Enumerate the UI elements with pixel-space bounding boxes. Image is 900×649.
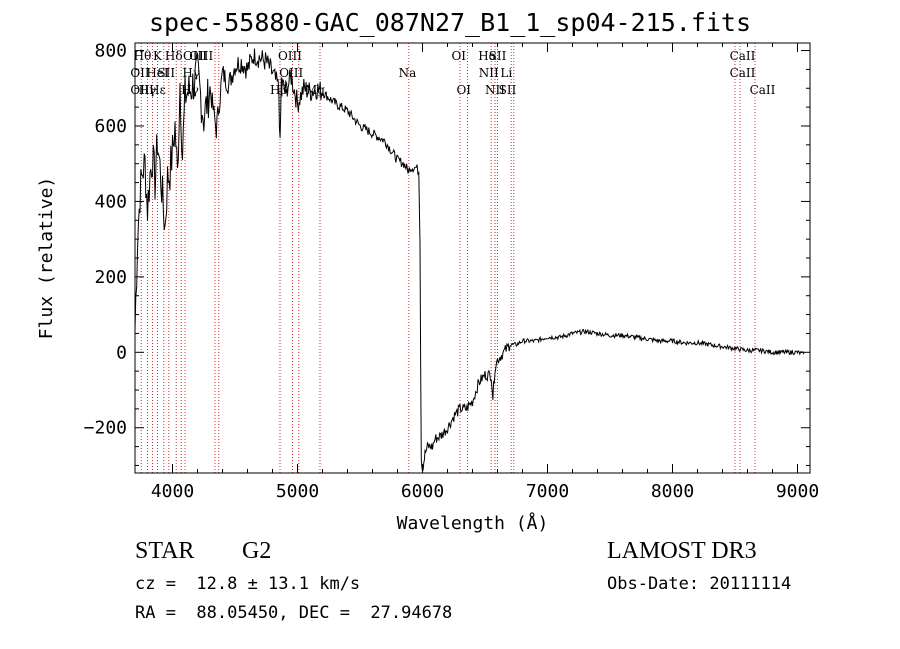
x-tick-label: 5000	[276, 481, 319, 502]
line-label: Mg	[305, 83, 325, 97]
line-label: Hα	[478, 49, 497, 63]
line-label: OIII	[279, 66, 303, 80]
line-label: OII	[130, 83, 150, 97]
y-tick-label: 800	[94, 41, 127, 62]
line-label: NII	[485, 83, 505, 97]
line-label: CaII	[730, 66, 756, 80]
line-label: Hθ	[134, 49, 152, 63]
line-label: CaII	[750, 83, 776, 97]
line-label: OI	[451, 49, 466, 63]
emission-line-markers	[140, 43, 756, 473]
x-axis-label: Wavelength (Å)	[397, 512, 549, 534]
axis-ticks: 4000 5000 6000 7000 8000 9000 −200 0 200 400 600 80…	[84, 41, 820, 502]
x-tick-label: 8000	[651, 481, 694, 502]
chart-title: spec-55880-GAC_087N27_B1_1_sp04-215.fits	[148, 8, 752, 37]
object-class: STAR	[135, 538, 195, 564]
y-tick-label: −200	[84, 418, 127, 439]
y-tick-label: 200	[94, 267, 127, 288]
line-label: Hε	[149, 83, 166, 97]
line-label: SII	[499, 83, 517, 97]
line-label: Na	[399, 66, 417, 80]
line-label: Hγ	[182, 66, 200, 80]
line-label: K	[153, 49, 163, 63]
y-tick-label: 0	[116, 342, 127, 363]
line-label: HeI	[146, 66, 169, 80]
observation-date: Obs-Date: 20111114	[607, 574, 792, 594]
x-tick-label: 6000	[401, 481, 444, 502]
x-tick-label: 7000	[526, 481, 569, 502]
line-label: Hγ	[181, 83, 199, 97]
line-label: OII	[130, 66, 150, 80]
line-label: OIII	[189, 49, 213, 63]
line-label: OI	[456, 83, 471, 97]
line-label: Hδ	[165, 49, 183, 63]
coordinates: RA = 88.05450, DEC = 27.94678	[135, 603, 453, 623]
x-tick-label: 9000	[776, 481, 819, 502]
spectrum-line	[134, 48, 805, 473]
line-label: OIII	[278, 49, 302, 63]
survey-name: LAMOST DR3	[607, 538, 757, 564]
line-label: Hγ	[139, 83, 157, 97]
y-tick-label: 400	[94, 191, 127, 212]
line-label: SII	[489, 49, 507, 63]
line-label: OIII	[183, 49, 207, 63]
line-label: Hβ	[270, 83, 287, 97]
redshift-info: cz = 12.8 ± 13.1 km/s	[135, 574, 361, 594]
x-tick-label: 4000	[151, 481, 194, 502]
plot-frame	[134, 42, 811, 474]
object-subclass: G2	[242, 538, 272, 564]
emission-line-labels: HθOIIOIIKHeIHγHδSIIHεOIIIHγHγOIIIHβOIIIO…	[130, 49, 775, 97]
line-label: SII	[157, 66, 175, 80]
line-label: NII	[479, 66, 499, 80]
y-tick-label: 600	[94, 116, 127, 137]
line-label: CaII	[730, 49, 756, 63]
y-axis-label: Flux (relative)	[36, 177, 57, 340]
line-label: Li	[500, 66, 512, 80]
